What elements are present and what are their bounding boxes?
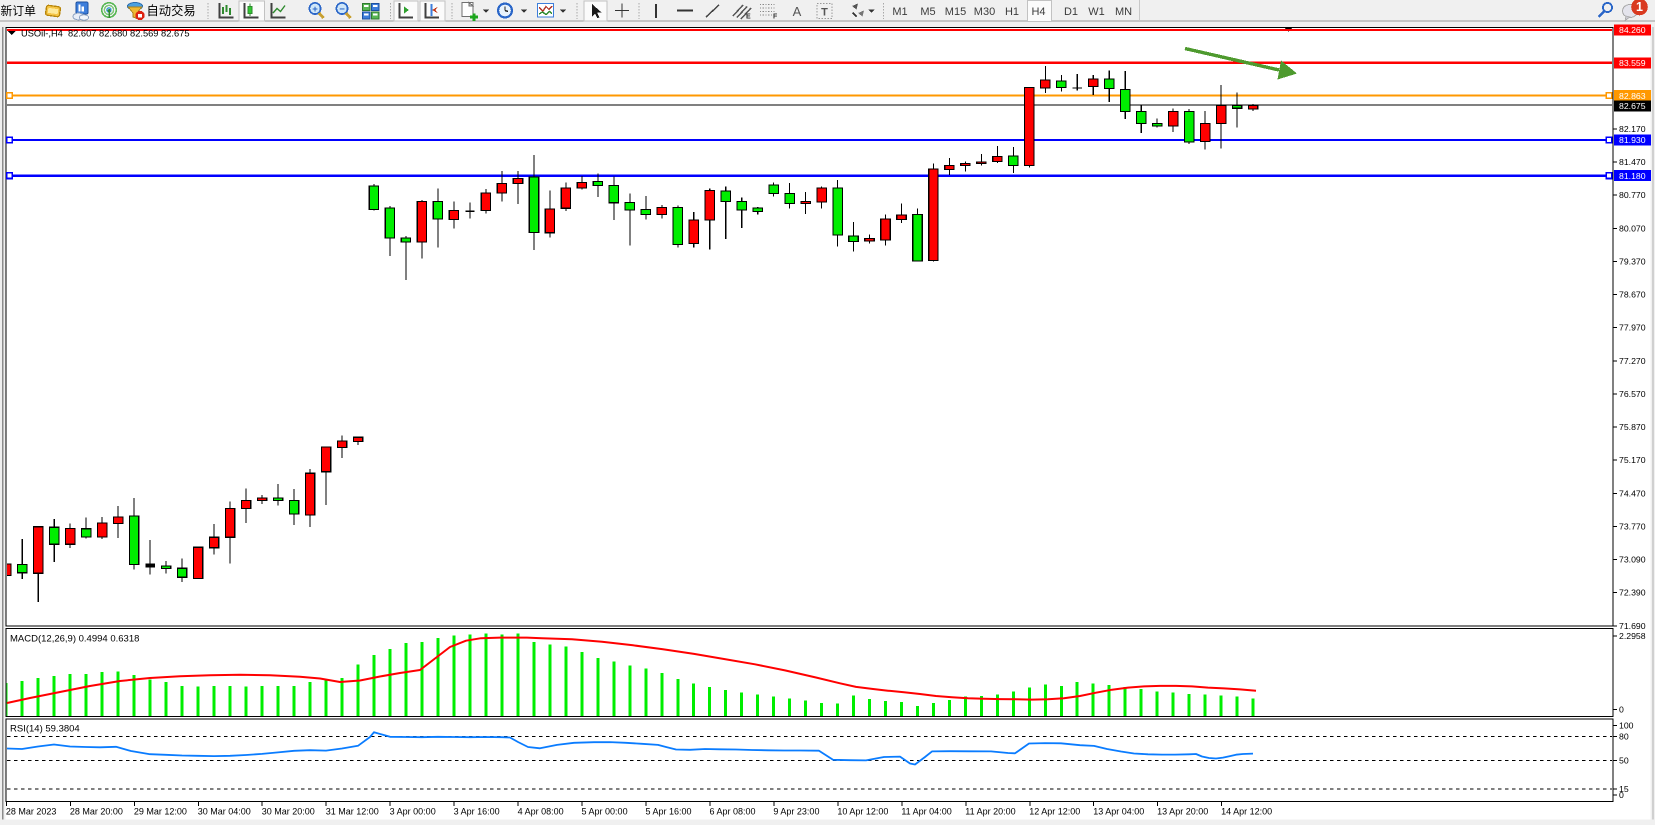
svg-text:80.070: 80.070 xyxy=(1619,223,1646,233)
svg-text:M5: M5 xyxy=(920,6,935,18)
svg-text:31 Mar 12:00: 31 Mar 12:00 xyxy=(326,807,379,817)
svg-text:自动交易: 自动交易 xyxy=(147,3,196,18)
svg-text:73.090: 73.090 xyxy=(1619,555,1646,565)
svg-text:30 Mar 04:00: 30 Mar 04:00 xyxy=(198,807,251,817)
svg-text:3 Apr 16:00: 3 Apr 16:00 xyxy=(454,807,500,817)
svg-text:6 Apr 08:00: 6 Apr 08:00 xyxy=(709,807,755,817)
svg-text:100: 100 xyxy=(1619,721,1634,731)
svg-text:80.770: 80.770 xyxy=(1619,190,1646,200)
svg-text:71.690: 71.690 xyxy=(1619,621,1646,631)
svg-text:W1: W1 xyxy=(1088,6,1105,18)
svg-text:12 Apr 12:00: 12 Apr 12:00 xyxy=(1029,807,1080,817)
svg-text:0: 0 xyxy=(1619,705,1624,715)
svg-text:78.670: 78.670 xyxy=(1619,290,1646,300)
svg-text:MN: MN xyxy=(1115,6,1132,18)
svg-text:84.260: 84.260 xyxy=(1619,25,1646,35)
svg-text:M15: M15 xyxy=(945,6,966,18)
svg-text:H1: H1 xyxy=(1005,6,1019,18)
svg-text:M30: M30 xyxy=(974,6,995,18)
svg-text:76.570: 76.570 xyxy=(1619,389,1646,399)
svg-text:9 Apr 23:00: 9 Apr 23:00 xyxy=(773,807,819,817)
svg-text:81.470: 81.470 xyxy=(1619,157,1646,167)
svg-text:81.180: 81.180 xyxy=(1619,171,1646,181)
svg-text:30 Mar 20:00: 30 Mar 20:00 xyxy=(262,807,315,817)
svg-text:83.559: 83.559 xyxy=(1619,58,1646,68)
svg-text:T: T xyxy=(821,7,828,19)
svg-text:82.863: 82.863 xyxy=(1619,91,1646,101)
svg-text:RSI(14) 59.3804: RSI(14) 59.3804 xyxy=(10,724,80,735)
svg-text:75.870: 75.870 xyxy=(1619,422,1646,432)
svg-text:E: E xyxy=(746,14,751,21)
svg-text:82.170: 82.170 xyxy=(1619,124,1646,134)
svg-text:50: 50 xyxy=(1619,755,1629,765)
svg-text:MACD(12,26,9) 0.4994 0.6318: MACD(12,26,9) 0.4994 0.6318 xyxy=(10,634,139,645)
svg-text:M1: M1 xyxy=(892,6,907,18)
svg-text:75.170: 75.170 xyxy=(1619,455,1646,465)
svg-text:11 Apr 20:00: 11 Apr 20:00 xyxy=(965,807,1015,817)
svg-text:29 Mar 12:00: 29 Mar 12:00 xyxy=(134,807,187,817)
svg-text:10 Apr 12:00: 10 Apr 12:00 xyxy=(837,807,888,817)
svg-text:D1: D1 xyxy=(1064,6,1078,18)
svg-text:14 Apr 12:00: 14 Apr 12:00 xyxy=(1221,807,1272,817)
svg-text:81.930: 81.930 xyxy=(1619,135,1646,145)
svg-text:5 Apr 00:00: 5 Apr 00:00 xyxy=(582,807,628,817)
svg-text:13 Apr 04:00: 13 Apr 04:00 xyxy=(1093,807,1144,817)
svg-text:73.770: 73.770 xyxy=(1619,521,1646,531)
svg-text:28 Mar 2023: 28 Mar 2023 xyxy=(6,807,57,817)
svg-text:4 Apr 08:00: 4 Apr 08:00 xyxy=(518,807,564,817)
svg-text:80: 80 xyxy=(1619,732,1629,742)
svg-text:1: 1 xyxy=(1636,0,1643,14)
svg-text:82.675: 82.675 xyxy=(1619,101,1646,111)
svg-text:+: + xyxy=(312,4,318,15)
svg-text:79.370: 79.370 xyxy=(1619,256,1646,266)
svg-text:13 Apr 20:00: 13 Apr 20:00 xyxy=(1157,807,1208,817)
svg-text:72.390: 72.390 xyxy=(1619,588,1646,598)
svg-text:−: − xyxy=(339,4,345,15)
svg-text:5 Apr 16:00: 5 Apr 16:00 xyxy=(646,807,692,817)
svg-text:3 Apr 00:00: 3 Apr 00:00 xyxy=(390,807,436,817)
svg-text:USOil-,H4 82.607 82.680 82.56: USOil-,H4 82.607 82.680 82.569 82.675 xyxy=(21,29,190,39)
svg-text:H4: H4 xyxy=(1031,6,1045,18)
svg-text:A: A xyxy=(793,4,802,19)
svg-text:2.2958: 2.2958 xyxy=(1619,631,1646,641)
svg-text:F: F xyxy=(773,14,778,21)
svg-text:新订单: 新订单 xyxy=(1,4,37,18)
svg-text:28 Mar 20:00: 28 Mar 20:00 xyxy=(70,807,123,817)
svg-text:74.470: 74.470 xyxy=(1619,488,1646,498)
svg-text:77.970: 77.970 xyxy=(1619,323,1646,333)
svg-text:0: 0 xyxy=(1619,790,1624,800)
svg-text:77.270: 77.270 xyxy=(1619,356,1646,366)
svg-text:11 Apr 04:00: 11 Apr 04:00 xyxy=(901,807,951,817)
